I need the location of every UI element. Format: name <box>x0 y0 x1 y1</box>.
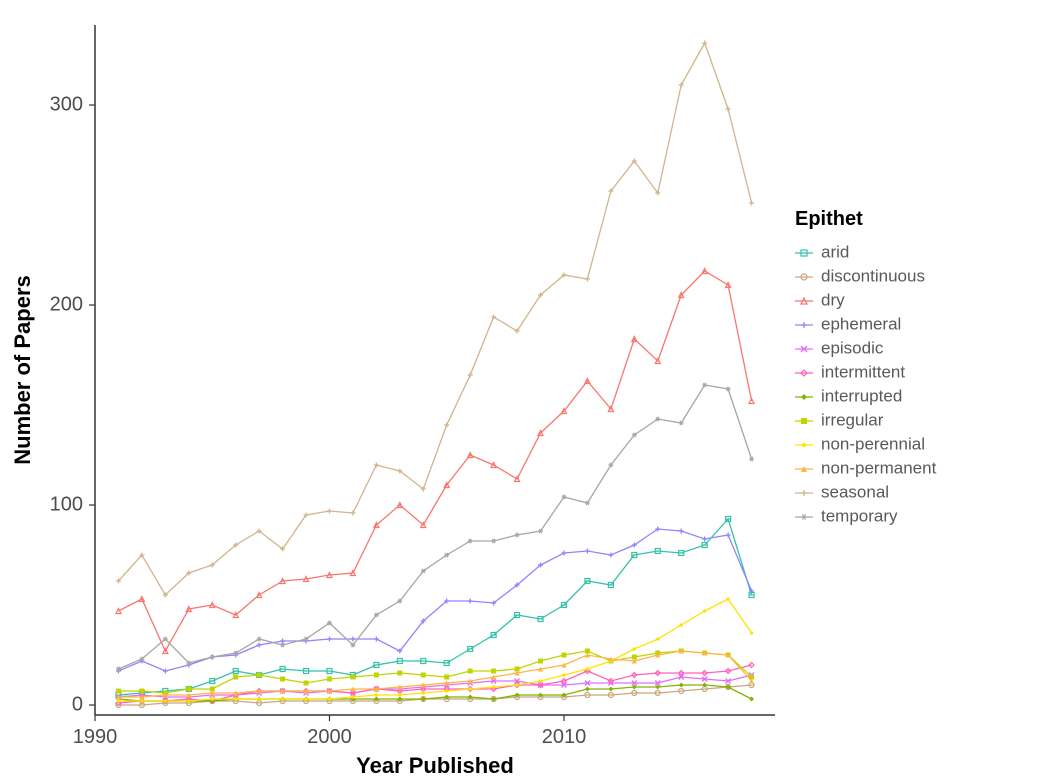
legend-label: ephemeral <box>821 314 901 333</box>
x-tick-label: 2010 <box>542 726 587 748</box>
y-tick-label: 100 <box>50 493 83 515</box>
y-axis-title: Number of Papers <box>10 275 35 465</box>
legend-label: non-perennial <box>821 434 925 453</box>
legend-label: intermittent <box>821 362 905 381</box>
legend-label: irregular <box>821 410 884 429</box>
legend-title: Epithet <box>795 208 863 230</box>
y-tick-label: 200 <box>50 293 83 315</box>
legend-label: non-permanent <box>821 458 937 477</box>
legend-label: temporary <box>821 506 898 525</box>
y-tick-label: 300 <box>50 93 83 115</box>
chart-svg: 0 100 200 300 1990 2000 2010 Year Published Numb… <box>0 0 1050 781</box>
legend-label: interrupted <box>821 386 902 405</box>
legend-label: arid <box>821 242 849 261</box>
x-tick-label: 1990 <box>73 726 118 748</box>
y-tick-label: 0 <box>72 693 83 715</box>
legend-label: dry <box>821 290 845 309</box>
legend-label: seasonal <box>821 482 889 501</box>
x-axis-title: Year Published <box>356 753 514 778</box>
line-chart: 0 100 200 300 1990 2000 2010 Year Published Numb… <box>0 0 1050 781</box>
legend-label: episodic <box>821 338 884 357</box>
x-tick-label: 2000 <box>307 726 352 748</box>
legend-label: discontinuous <box>821 266 925 285</box>
